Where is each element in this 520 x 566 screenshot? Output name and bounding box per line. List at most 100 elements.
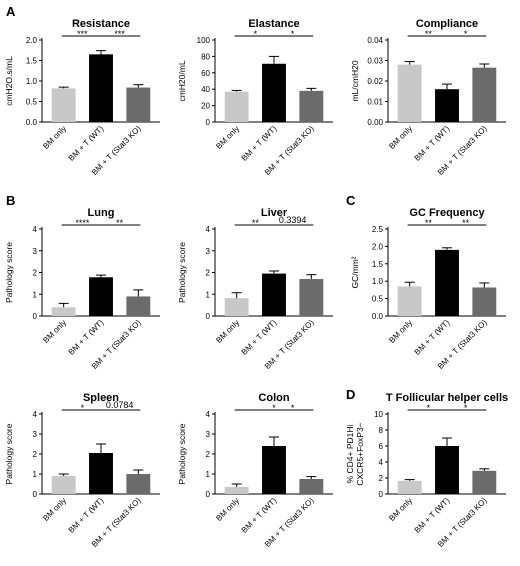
chart-resistance: Resistance cmH2O.s/mL 0.0 0.5 1.0 1.5 2.0 BM on… [0,14,170,194]
category-label: BM + T (WT) [413,496,452,535]
bar-bm-t-wt [89,54,113,122]
category-label: BM only [41,496,68,523]
category-label: BM + T (WT) [240,496,279,535]
bar-bm-t-stat3-ko [472,471,496,494]
chart-title: T Follicular helper cells [386,392,508,404]
y-tick-label: 0.0 [372,312,384,321]
category-label: BM + T (WT) [240,318,279,357]
y-tick-label: 3 [206,430,211,439]
y-axis-label: % CD4+ PD1Hi [346,424,355,483]
significance-label: 0.3394 [279,215,307,225]
bar-bm-t-stat3-ko [126,296,150,316]
y-tick-label: 1.5 [372,260,384,269]
significance-label: * [464,29,468,39]
bar-bm-only [52,88,76,122]
y-tick-label: 2.5 [372,225,384,234]
y-tick-label: 100 [197,36,211,45]
y-tick-label: 60 [201,69,210,78]
y-tick-label: 0.02 [367,77,383,86]
y-tick-label: 2 [33,269,38,278]
chart-tfh: T Follicular helper cells % CD4+ PD1Hi CXC… [346,388,516,566]
y-tick-label: 10 [374,410,383,419]
y-tick-label: 1.5 [26,57,38,66]
significance-label: * [464,403,468,413]
category-label: BM only [214,318,241,345]
y-tick-label: 0.01 [367,98,383,107]
y-tick-label: 1 [206,470,211,479]
bar-bm-only [398,286,422,316]
bar-bm-t-stat3-ko [299,279,323,316]
y-tick-label: 1.0 [372,277,384,286]
chart-compliance: CompliancemL/cmH200.000.010.020.030.04BM… [346,14,516,194]
category-label: BM + T (WT) [413,318,452,357]
bar-bm-t-wt [262,274,286,316]
significance-label: *** [114,29,125,39]
y-tick-label: 0 [33,312,38,321]
y-tick-label: 0.0 [26,118,38,127]
bar-bm-only [398,481,422,494]
y-axis-label: Pathology score [4,242,14,303]
y-tick-label: 4 [206,225,211,234]
y-tick-label: 3 [33,430,38,439]
bar-bm-only [225,487,249,494]
category-label: BM + T (WT) [67,496,106,535]
y-tick-label: 8 [379,426,384,435]
y-axis-label: Pathology score [177,242,187,303]
bar-bm-t-stat3-ko [299,91,323,122]
bar-bm-t-wt [435,250,459,316]
y-tick-label: 1.0 [26,77,38,86]
significance-label: * [81,403,85,413]
bar-bm-only [225,298,249,316]
y-tick-label: 2 [379,474,384,483]
significance-label: * [272,403,276,413]
y-tick-label: 0 [206,490,211,499]
bar-bm-only [52,307,76,316]
y-tick-label: 20 [201,102,210,111]
chart-gc-frequency: GC FrequencyGC/mm²0.00.51.01.52.02.5BM o… [346,203,516,388]
y-tick-label: 0.5 [26,98,38,107]
significance-label: *** [77,29,88,39]
bar-bm-t-stat3-ko [472,287,496,316]
bar-bm-t-stat3-ko [299,479,323,494]
category-label: BM only [387,318,414,345]
y-tick-label: 1 [33,290,38,299]
y-tick-label: 1 [33,470,38,479]
significance-label: ** [252,218,260,228]
y-axis-label: cmH20/mL [177,60,187,101]
y-tick-label: 4 [206,410,211,419]
category-label: BM only [41,318,68,345]
category-label: BM + T (WT) [67,124,106,163]
bar-bm-t-wt [262,64,286,122]
y-tick-label: 0.03 [367,57,383,66]
category-label: BM only [387,496,414,523]
bar-bm-t-wt [435,446,459,494]
category-label: BM + T (WT) [240,124,279,163]
bar-bm-t-wt [89,277,113,316]
y-tick-label: 0 [206,118,211,127]
significance-label: * [427,403,431,413]
y-axis-label: Pathology score [4,423,14,484]
y-tick-label: 80 [201,52,210,61]
significance-label: * [291,403,295,413]
category-label: BM + T (WT) [67,318,106,357]
significance-label: * [291,29,295,39]
y-tick-label: 1 [206,290,211,299]
y-tick-label: 4 [33,225,38,234]
y-tick-label: 4 [379,458,384,467]
bar-bm-t-stat3-ko [472,68,496,122]
y-tick-label: 3 [206,247,211,256]
y-tick-label: 2.0 [372,242,384,251]
significance-label: * [254,29,258,39]
bar-bm-only [52,476,76,494]
chart-colon: ColonPathology score01234BM onlyBM + T (… [173,388,343,566]
significance-label: ** [462,218,470,228]
y-tick-label: 6 [379,442,384,451]
y-axis-label: cmH2O.s/mL [4,56,14,106]
significance-label: ** [116,218,124,228]
y-axis-label: mL/cmH20 [350,60,360,101]
y-tick-label: 0 [206,312,211,321]
y-axis-label: Pathology score [177,423,187,484]
